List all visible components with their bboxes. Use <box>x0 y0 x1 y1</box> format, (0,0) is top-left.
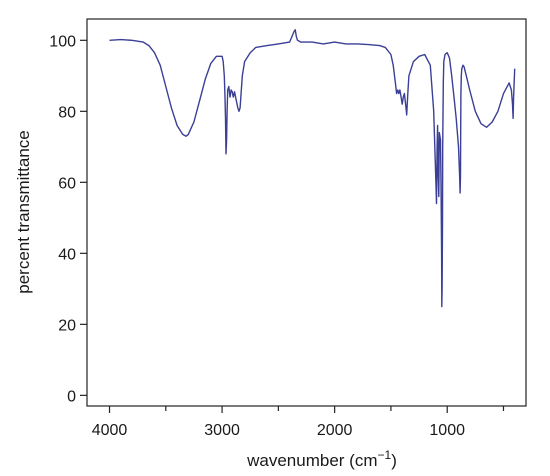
y-axis-title: percent transmittance <box>14 130 33 293</box>
y-tick-label: 0 <box>67 388 76 405</box>
y-tick-label: 60 <box>58 175 76 192</box>
plot-frame <box>86 18 527 407</box>
y-tick-label: 20 <box>58 317 76 334</box>
x-tick-label: 3000 <box>204 422 240 439</box>
y-tick-label: 80 <box>58 104 76 121</box>
y-axis: 0 20 40 60 80 100 <box>49 33 87 405</box>
x-tick-label: 1000 <box>429 422 465 439</box>
x-tick-label: 2000 <box>317 422 353 439</box>
x-axis: 4000 3000 2000 1000 <box>92 406 505 439</box>
y-tick-label: 40 <box>58 246 76 263</box>
y-tick-label: 100 <box>49 33 76 50</box>
spectrum-series-line <box>109 29 516 308</box>
x-axis-title: wavenumber (cm−1) <box>246 448 397 470</box>
x-tick-label: 4000 <box>92 422 128 439</box>
